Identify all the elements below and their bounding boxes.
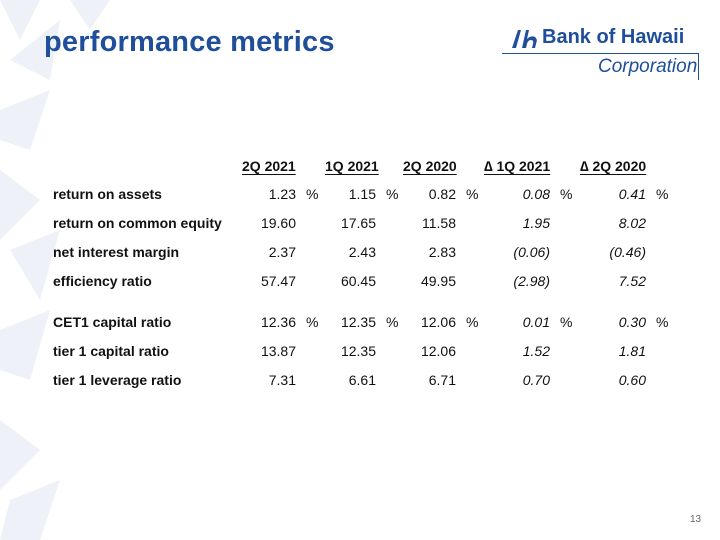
column-header: ∆ 2Q 2020 — [580, 158, 647, 174]
table-cell: 2.83 — [428, 244, 456, 260]
table-cell: 0.82 — [428, 186, 456, 202]
table-cell: 0.01 — [522, 314, 550, 330]
table-cell: 0.60 — [618, 372, 646, 388]
table-cell: 12.35 — [340, 343, 376, 359]
table-cell: 6.61 — [348, 372, 376, 388]
percent-sign: % — [386, 314, 399, 330]
logo-divider-vertical — [698, 53, 699, 80]
table-cell: 1.52 — [522, 343, 550, 359]
table-cell: 6.71 — [428, 372, 456, 388]
percent-sign: % — [466, 186, 479, 202]
table-cell: 1.81 — [618, 343, 646, 359]
percent-sign: % — [306, 186, 319, 202]
table-cell: 12.36 — [260, 314, 296, 330]
table-cell: 0.70 — [522, 372, 550, 388]
table-cell: 7.52 — [618, 273, 646, 289]
percent-sign: % — [656, 314, 669, 330]
table-cell: 12.35 — [340, 314, 376, 330]
bank-logo-icon — [512, 30, 537, 48]
row-label: efficiency ratio — [53, 273, 152, 289]
table-cell: 12.06 — [420, 343, 456, 359]
table-cell: (0.46) — [609, 244, 646, 260]
percent-sign: % — [386, 186, 399, 202]
row-label: net interest margin — [53, 244, 180, 260]
table-cell: (0.06) — [513, 244, 550, 260]
table-cell: 12.06 — [420, 314, 456, 330]
logo-subtitle: Corporation — [598, 56, 698, 77]
table-cell: 2.43 — [348, 244, 376, 260]
table-cell: 60.45 — [340, 273, 376, 289]
percent-sign: % — [560, 186, 573, 202]
percent-sign: % — [656, 186, 669, 202]
row-label: CET1 capital ratio — [53, 314, 172, 330]
table-cell: 49.95 — [420, 273, 456, 289]
table-cell: 7.31 — [268, 372, 296, 388]
table-cell: 11.58 — [422, 215, 456, 231]
table-cell: 1.95 — [522, 215, 550, 231]
bank-of-hawaii-logo: Bank of Hawaii Corporation — [502, 20, 702, 82]
table-cell: 8.02 — [618, 215, 646, 231]
row-label: return on assets — [53, 186, 162, 202]
table-cell: 0.30 — [618, 314, 646, 330]
page-number: 13 — [690, 514, 702, 525]
table-cell: (2.98) — [513, 273, 550, 289]
row-label: tier 1 leverage ratio — [53, 372, 182, 388]
column-header: ∆ 1Q 2021 — [484, 158, 551, 174]
table-cell: 0.08 — [522, 186, 550, 202]
column-header: 2Q 2021 — [242, 158, 296, 174]
page-title: performance metrics — [44, 26, 335, 58]
percent-sign: % — [560, 314, 573, 330]
table-cell: 13.87 — [260, 343, 296, 359]
table-cell: 1.23 — [268, 186, 296, 202]
table-cell: 0.41 — [618, 186, 646, 202]
table-cell: 2.37 — [268, 244, 296, 260]
percent-sign: % — [466, 314, 479, 330]
column-header: 1Q 2021 — [325, 158, 379, 174]
table-cell: 1.15 — [348, 186, 376, 202]
table-cell: 19.60 — [260, 215, 296, 231]
percent-sign: % — [306, 314, 319, 330]
table-cell: 57.47 — [260, 273, 296, 289]
column-header: 2Q 2020 — [403, 158, 457, 174]
row-label: tier 1 capital ratio — [53, 343, 169, 359]
table-cell: 17.65 — [340, 215, 376, 231]
row-label: return on common equity — [53, 215, 222, 231]
logo-name: Bank of Hawaii — [542, 26, 685, 48]
logo-divider — [502, 53, 699, 54]
